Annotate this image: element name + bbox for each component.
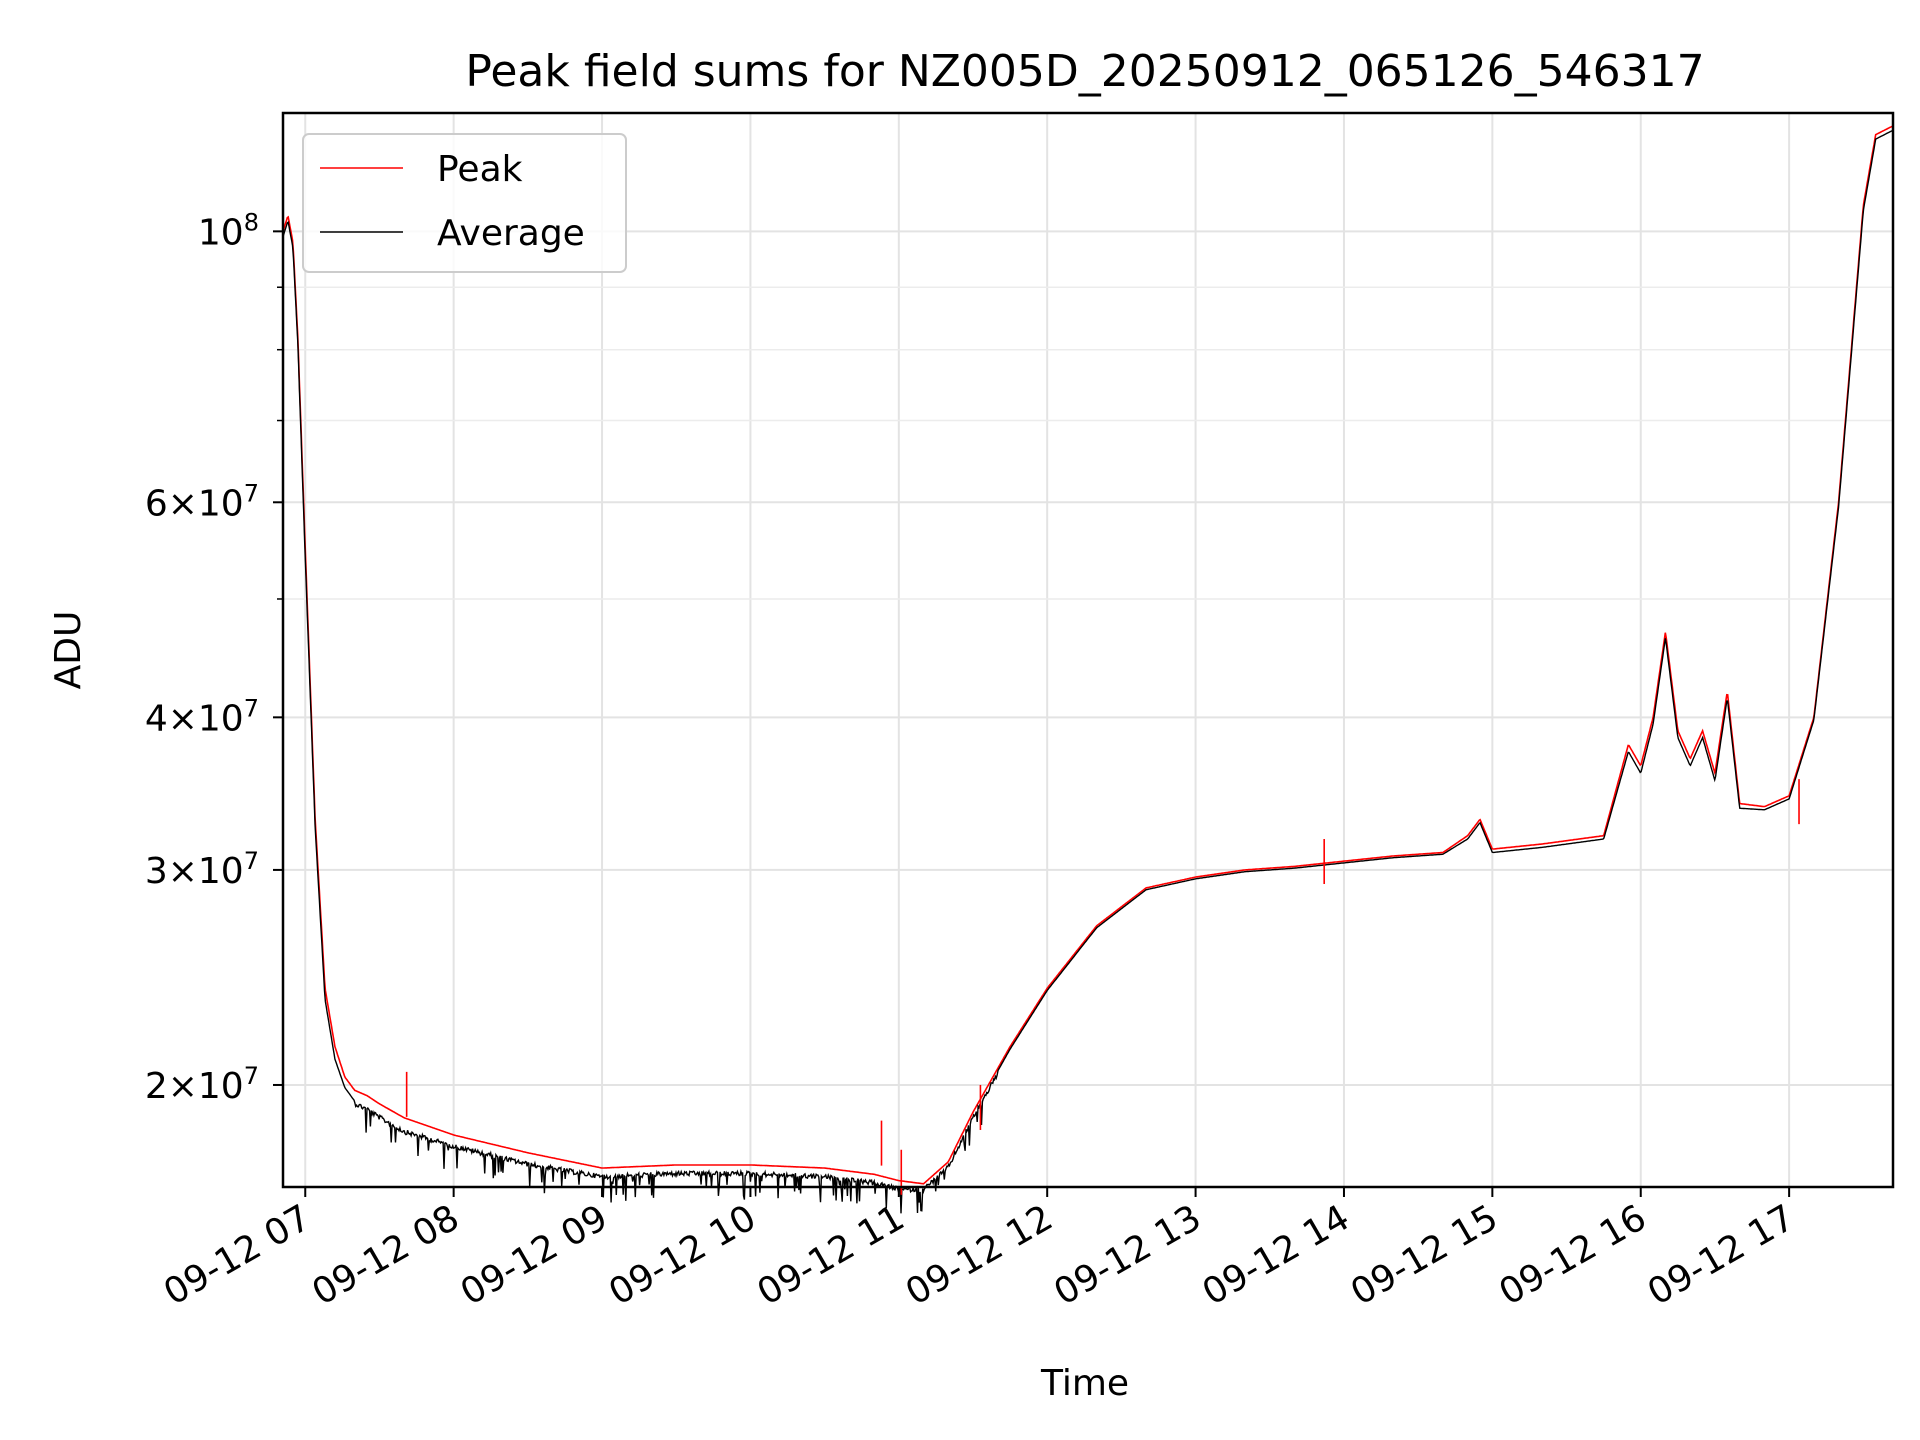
x-tick-label: 09-12 10 — [602, 1197, 763, 1313]
x-tick-label: 09-12 09 — [454, 1197, 615, 1313]
x-tick-label: 09-12 11 — [751, 1197, 912, 1313]
series-average-line — [282, 130, 1893, 1214]
x-axis-label: Time — [1040, 1363, 1129, 1404]
plot-frame — [281, 111, 1895, 1189]
plot-lines — [282, 125, 1893, 1214]
y-tick-label: 2×107 — [145, 1062, 259, 1107]
x-tick-label: 09-12 07 — [157, 1197, 318, 1313]
x-tick-label: 09-12 16 — [1493, 1197, 1654, 1313]
x-tick-label: 09-12 17 — [1641, 1197, 1802, 1313]
x-tick-label: 09-12 14 — [1196, 1197, 1357, 1313]
legend: Peak Average — [302, 133, 627, 273]
x-tick-label: 09-12 12 — [899, 1197, 1060, 1313]
series-peak-line — [282, 125, 1893, 1185]
y-tick-label: 6×107 — [145, 479, 259, 524]
x-tick-label: 09-12 13 — [1047, 1197, 1208, 1313]
legend-average-label: Average — [437, 213, 585, 254]
y-tick-label: 108 — [198, 208, 259, 253]
grid — [283, 113, 1893, 1187]
y-tick-label: 4×107 — [145, 694, 259, 739]
y-tick-label: 3×107 — [145, 847, 259, 892]
x-tick-label: 09-12 08 — [305, 1197, 466, 1313]
y-axis-label: ADU — [48, 611, 89, 690]
legend-peak-label: Peak — [437, 149, 523, 190]
x-tick-label: 09-12 15 — [1344, 1197, 1505, 1313]
chart-title: Peak field sums for NZ005D_20250912_0651… — [465, 46, 1704, 97]
